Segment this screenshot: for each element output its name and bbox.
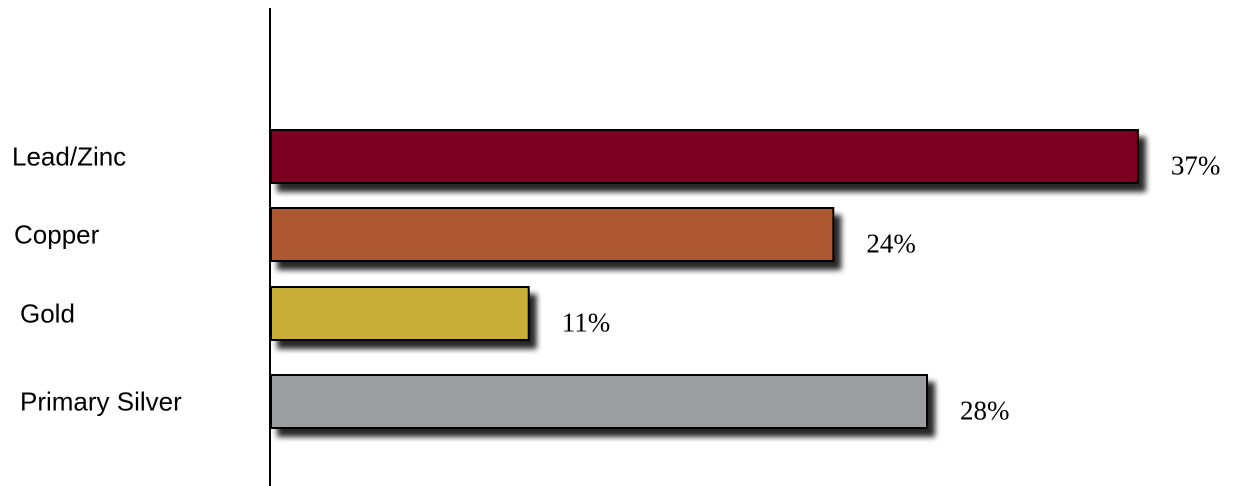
category-label-primary-silver: Primary Silver — [20, 387, 182, 417]
bar-copper — [270, 207, 835, 262]
bar-gold — [270, 286, 530, 341]
value-label-copper: 24% — [866, 229, 916, 259]
bar-lead-zinc — [270, 129, 1139, 184]
value-label-primary-silver: 28% — [960, 396, 1010, 426]
category-label-copper: Copper — [14, 220, 100, 250]
bars-group — [270, 129, 1139, 429]
bar-primary-silver — [270, 374, 929, 429]
category-label-gold: Gold — [20, 299, 75, 329]
value-label-lead-zinc: 37% — [1171, 151, 1221, 181]
category-label-lead-zinc: Lead/Zinc — [12, 142, 126, 172]
value-label-gold: 11% — [562, 308, 611, 338]
labels-group: Lead/Zinc 37% Copper 24% Gold 11% Primary Silv… — [12, 142, 1220, 426]
